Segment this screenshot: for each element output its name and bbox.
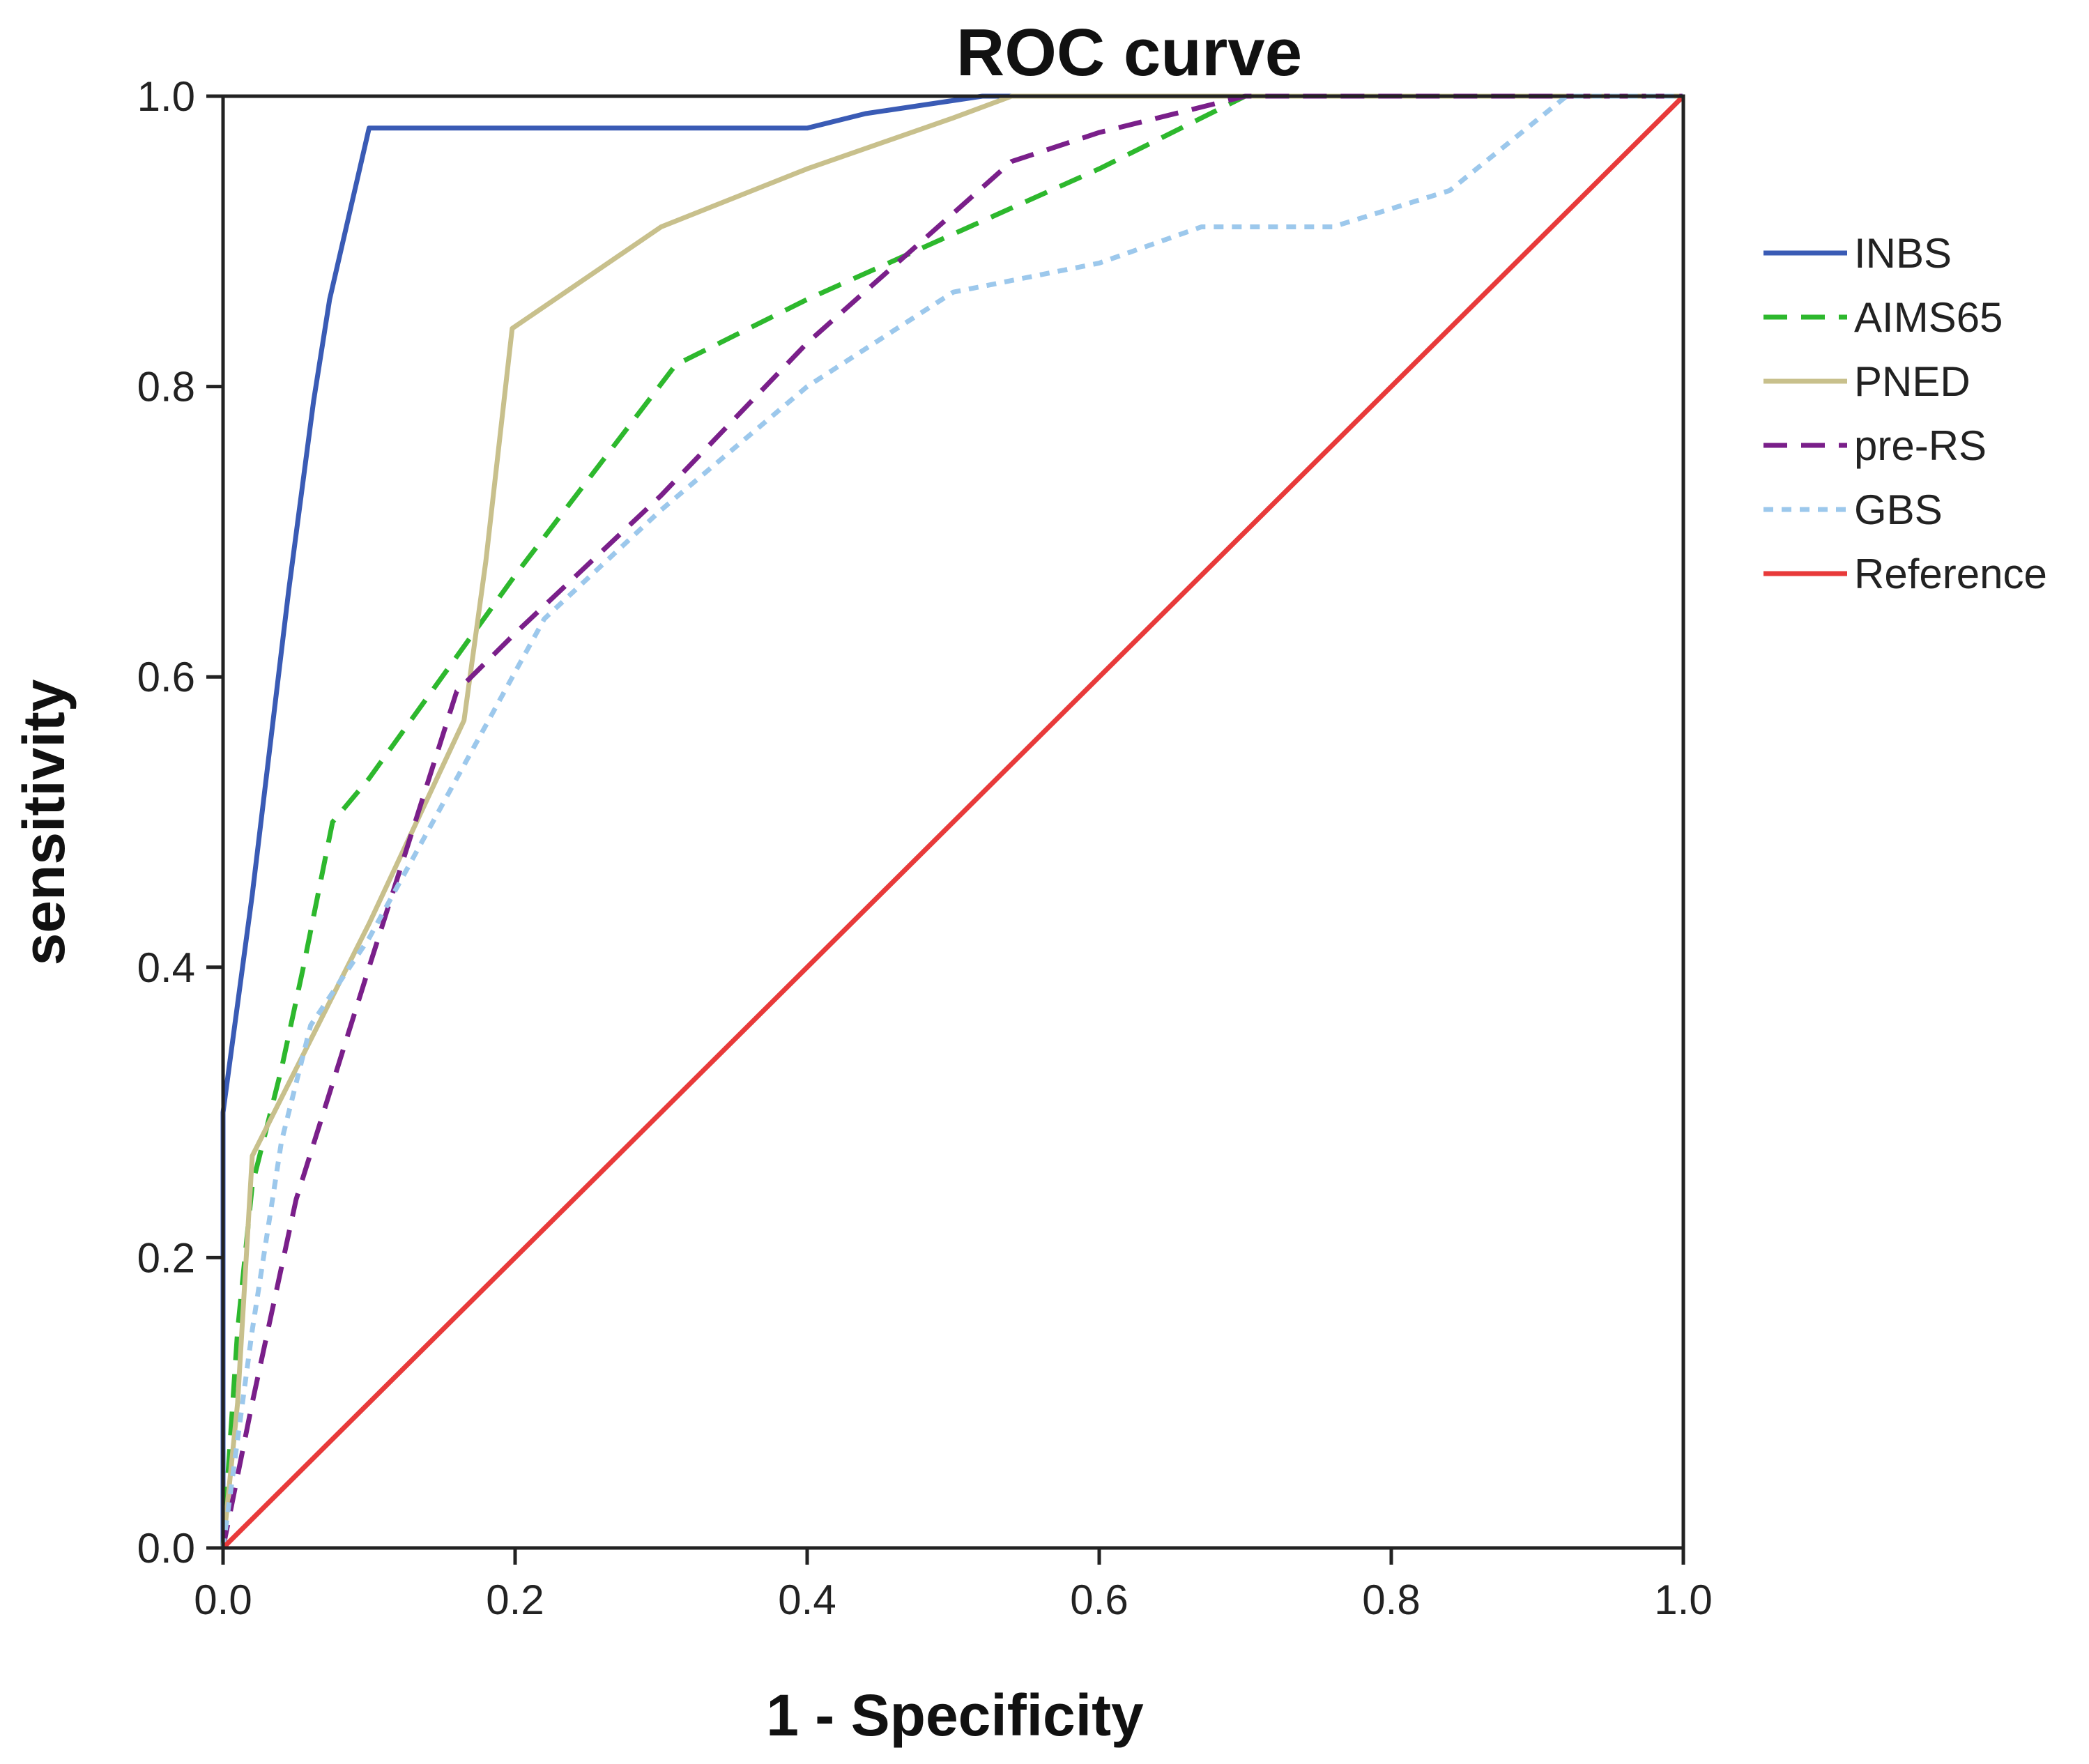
y-tick-label: 0.0 xyxy=(137,1525,195,1572)
chart-title: ROC curve xyxy=(956,15,1302,90)
legend-label-inbs: INBS xyxy=(1854,230,1952,277)
plot-frame xyxy=(221,94,1685,1550)
legend-label-gbs: GBS xyxy=(1854,486,1943,533)
x-tick-label: 0.6 xyxy=(1070,1577,1128,1623)
series-line-pned xyxy=(220,93,1683,1549)
y-tick-label: 0.8 xyxy=(137,364,195,411)
legend-label-aims65: AIMS65 xyxy=(1854,294,2003,341)
x-tick-label: 0.8 xyxy=(1362,1577,1420,1623)
series-line-aims65 xyxy=(220,93,1683,1549)
legend: INBS AIMS65 PNED pre-RS GBS Reference xyxy=(1763,230,2047,597)
y-tick-label: 0.4 xyxy=(137,944,195,991)
y-tick-label: 0.2 xyxy=(137,1234,195,1281)
series-layer xyxy=(220,93,1685,1550)
y-tick-label: 1.0 xyxy=(137,73,195,120)
y-axis-label: sensitivity xyxy=(11,679,77,965)
legend-label-pre-rs: pre-RS xyxy=(1854,422,1987,469)
legend-label-reference: Reference xyxy=(1854,551,2047,597)
series-line-pre-rs xyxy=(220,93,1683,1549)
x-tick-label: 0.0 xyxy=(194,1577,252,1623)
y-tick-label: 0.6 xyxy=(137,654,195,700)
series-line-gbs xyxy=(220,93,1683,1549)
x-tick-label: 1.0 xyxy=(1654,1577,1712,1623)
x-axis-label: 1 - Specificity xyxy=(766,1682,1144,1748)
axes-layer: 0.0 0.2 0.4 0.6 0.8 1.0 0.0 0.2 0.4 0.6 0.8 1.0 xyxy=(137,73,1713,1623)
legend-label-pned: PNED xyxy=(1854,358,1971,405)
x-tick-label: 0.4 xyxy=(778,1577,836,1623)
series-line-reference xyxy=(221,94,1685,1550)
series-line-inbs xyxy=(220,93,1683,1548)
x-tick-label: 0.2 xyxy=(486,1577,544,1623)
